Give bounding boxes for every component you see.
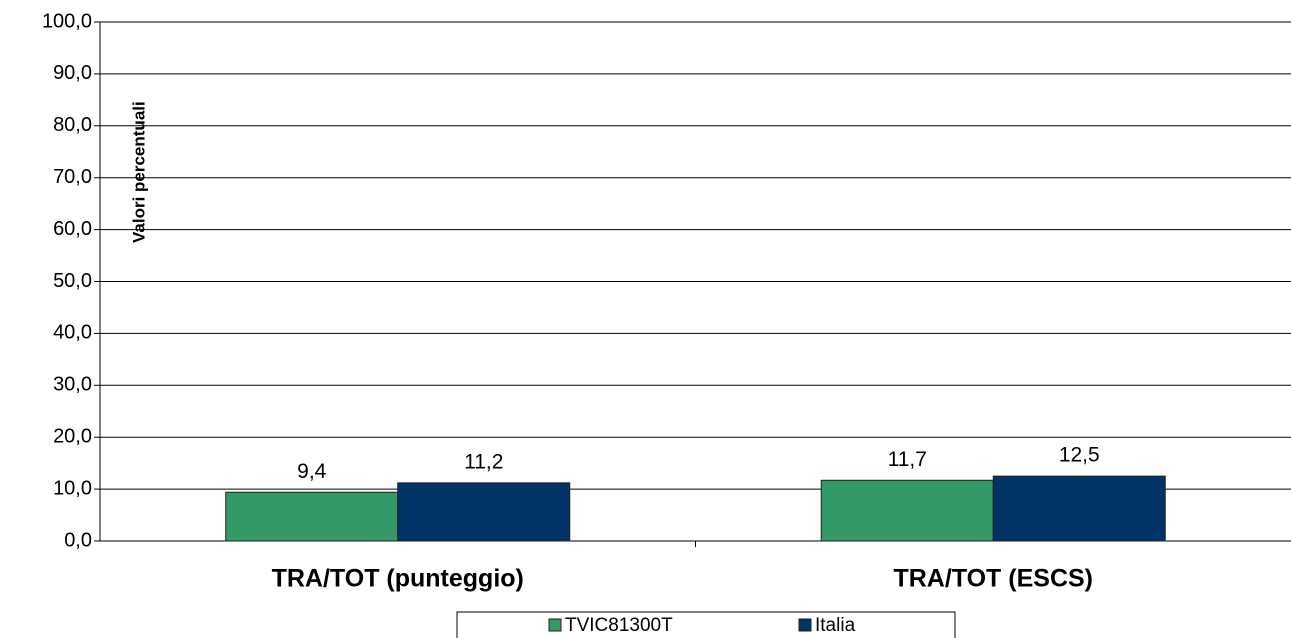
y-tick-label: 50,0 — [53, 270, 92, 292]
legend-swatch — [548, 618, 562, 632]
y-tick-label: 40,0 — [53, 322, 92, 344]
value-label: 9,4 — [297, 460, 327, 483]
legend-box — [456, 611, 956, 638]
y-tick-label: 90,0 — [53, 62, 92, 84]
legend-label: TVIC81300T — [565, 615, 673, 636]
y-tick-label: 20,0 — [53, 425, 92, 447]
bar — [992, 475, 1166, 542]
y-tick-label: 10,0 — [53, 477, 92, 499]
value-label: 11,2 — [464, 450, 503, 473]
bar — [397, 482, 571, 542]
legend-swatch — [798, 618, 812, 632]
legend-label: Italia — [815, 615, 856, 636]
y-tick-label: 70,0 — [53, 166, 92, 188]
y-tick-label: 60,0 — [53, 218, 92, 240]
x-tick-label: TRA/TOT (ESCS) — [893, 565, 1093, 593]
y-tick-label: 30,0 — [53, 374, 92, 396]
y-tick-label: 0,0 — [64, 529, 92, 551]
x-tick-label: TRA/TOT (punteggio) — [272, 565, 524, 593]
y-tick-label: 80,0 — [53, 114, 92, 136]
y-tick-label: 100,0 — [42, 10, 92, 32]
value-label: 12,5 — [1059, 444, 1100, 467]
bar — [820, 479, 994, 542]
y-axis-title: Valori percentuali — [129, 101, 148, 243]
bar — [225, 491, 399, 542]
value-label: 11,7 — [888, 448, 927, 471]
